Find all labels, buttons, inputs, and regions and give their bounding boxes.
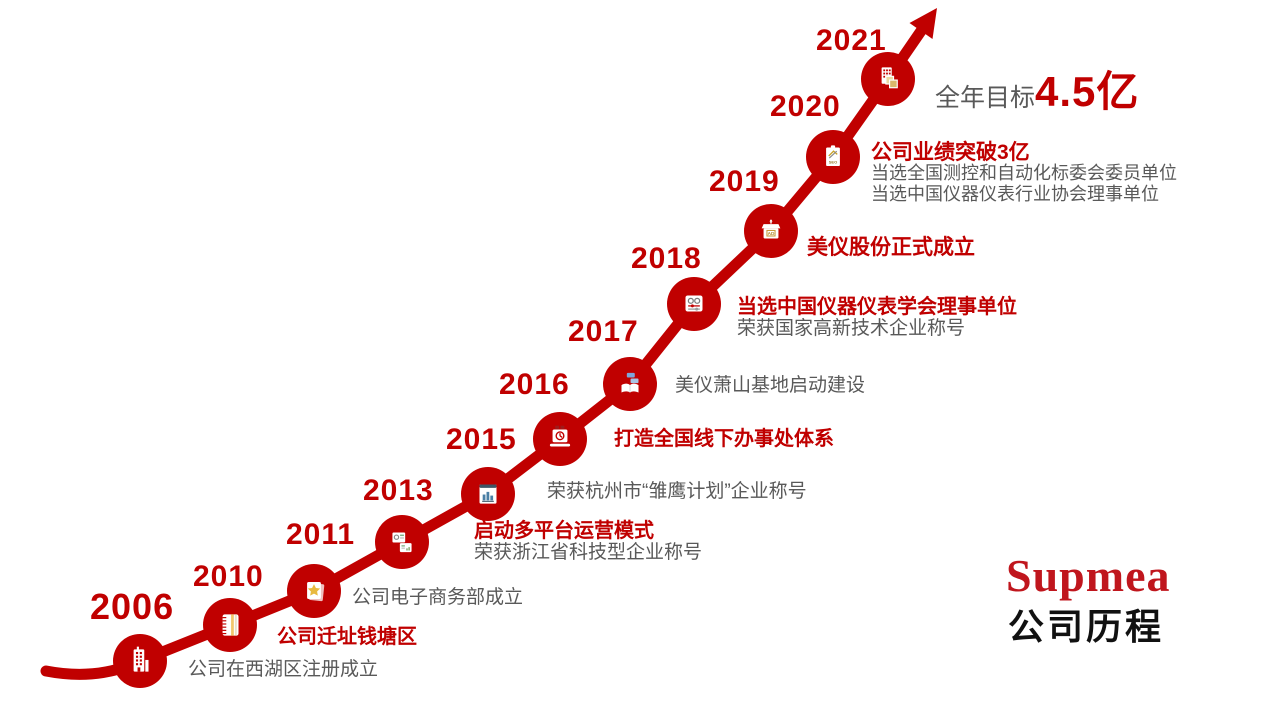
year-label-2021: 2021 — [816, 24, 887, 57]
milestone-text: 荣获浙江省科技型企业称号 — [474, 542, 703, 563]
milestone-caption-2019: 美仪股份正式成立 — [807, 237, 975, 258]
milestone-text: 公司迁址钱塘区 — [277, 626, 417, 648]
page-title: 公司历程 — [1008, 606, 1165, 647]
year-label-2020: 2020 — [770, 90, 841, 123]
milestone-caption-2015: 荣获杭州市“雏鹰计划”企业称号 — [547, 481, 807, 502]
milestone-caption-2018: 当选中国仪器仪表学会理事单位 荣获国家高新技术企业称号 — [737, 296, 1017, 340]
growth-arrow-head — [909, 8, 937, 39]
control-panel-icon — [685, 295, 703, 312]
milestone-node-2019: AD — [744, 204, 798, 258]
milestone-node-2015 — [461, 467, 515, 521]
milestone-caption-2016: 打造全国线下办事处体系 — [614, 429, 834, 450]
year-label-2018: 2018 — [631, 242, 702, 275]
year-label-2010: 2010 — [193, 560, 264, 593]
milestone-caption-2021: 全年目标 4.5亿 — [935, 58, 1139, 119]
milestone-node-2010 — [203, 598, 257, 652]
milestone-text: 美仪萧山基地启动建设 — [675, 375, 866, 396]
ad-sign-icon: AD — [761, 219, 781, 239]
milestone-node-2016 — [533, 412, 587, 466]
goal-value: 4.5亿 — [1035, 68, 1140, 115]
milestone-text: 公司业绩突破3亿 — [871, 141, 1030, 164]
laptop-doc-icon — [621, 372, 639, 393]
milestone-text: 美仪股份正式成立 — [807, 236, 975, 259]
milestone-node-2017 — [603, 357, 657, 411]
milestone-node-2006 — [113, 634, 167, 688]
seo-label: SEO — [829, 160, 837, 165]
year-label-2017: 2017 — [568, 315, 639, 348]
building-icon — [133, 646, 149, 672]
laptop-clock-icon — [549, 425, 571, 447]
milestone-caption-2017: 美仪萧山基地启动建设 — [675, 375, 865, 396]
milestone-node-2021 — [861, 52, 915, 106]
milestone-text: 公司电子商务部成立 — [352, 587, 524, 608]
milestone-text: 荣获国家高新技术企业称号 — [737, 318, 966, 339]
timeline-path — [40, 25, 927, 680]
milestone-node-2011 — [287, 564, 341, 618]
supmea-logo: Supmea — [1006, 550, 1171, 601]
star-card-icon — [307, 581, 325, 602]
milestone-text: 当选中国仪器仪表行业协会理事单位 — [871, 184, 1159, 204]
year-label-2011: 2011 — [286, 518, 356, 551]
year-label-2013: 2013 — [363, 474, 434, 507]
milestone-text: 当选全国测控和自动化标委会委员单位 — [871, 163, 1177, 183]
milestone-caption-2006: 公司在西湖区注册成立 — [188, 659, 378, 680]
bar-chart-icon — [479, 484, 497, 504]
seo-board-icon: SEO — [826, 145, 840, 167]
milestone-text: 公司在西湖区注册成立 — [188, 659, 379, 680]
year-label-2015: 2015 — [446, 423, 517, 456]
milestone-node-2020: SEO — [806, 130, 860, 184]
year-label-2006: 2006 — [90, 586, 175, 627]
milestone-text: 当选中国仪器仪表学会理事单位 — [737, 296, 1017, 318]
milestone-caption-2013: 启动多平台运营模式 荣获浙江省科技型企业称号 — [474, 520, 703, 564]
milestone-text: 打造全国线下办事处体系 — [614, 428, 834, 450]
ad-label: AD — [768, 231, 775, 236]
year-label-2019: 2019 — [709, 165, 780, 198]
milestone-text: 荣获杭州市“雏鹰计划”企业称号 — [547, 481, 807, 502]
goal-building-icon — [881, 67, 898, 89]
notebook-icon — [222, 614, 239, 636]
milestone-caption-2020: 公司业绩突破3亿 当选全国测控和自动化标委会委员单位 当选中国仪器仪表行业协会理… — [871, 142, 1177, 205]
year-label-2016: 2016 — [499, 368, 570, 401]
milestone-node-2013 — [375, 515, 429, 569]
goal-prefix: 全年目标 — [935, 84, 1036, 112]
milestone-node-2018 — [667, 277, 721, 331]
milestone-caption-2011: 公司电子商务部成立 — [352, 587, 523, 608]
milestone-caption-2010: 公司迁址钱塘区 — [277, 627, 417, 648]
dashboard-icon — [392, 532, 412, 553]
milestone-text: 启动多平台运营模式 — [474, 520, 654, 542]
